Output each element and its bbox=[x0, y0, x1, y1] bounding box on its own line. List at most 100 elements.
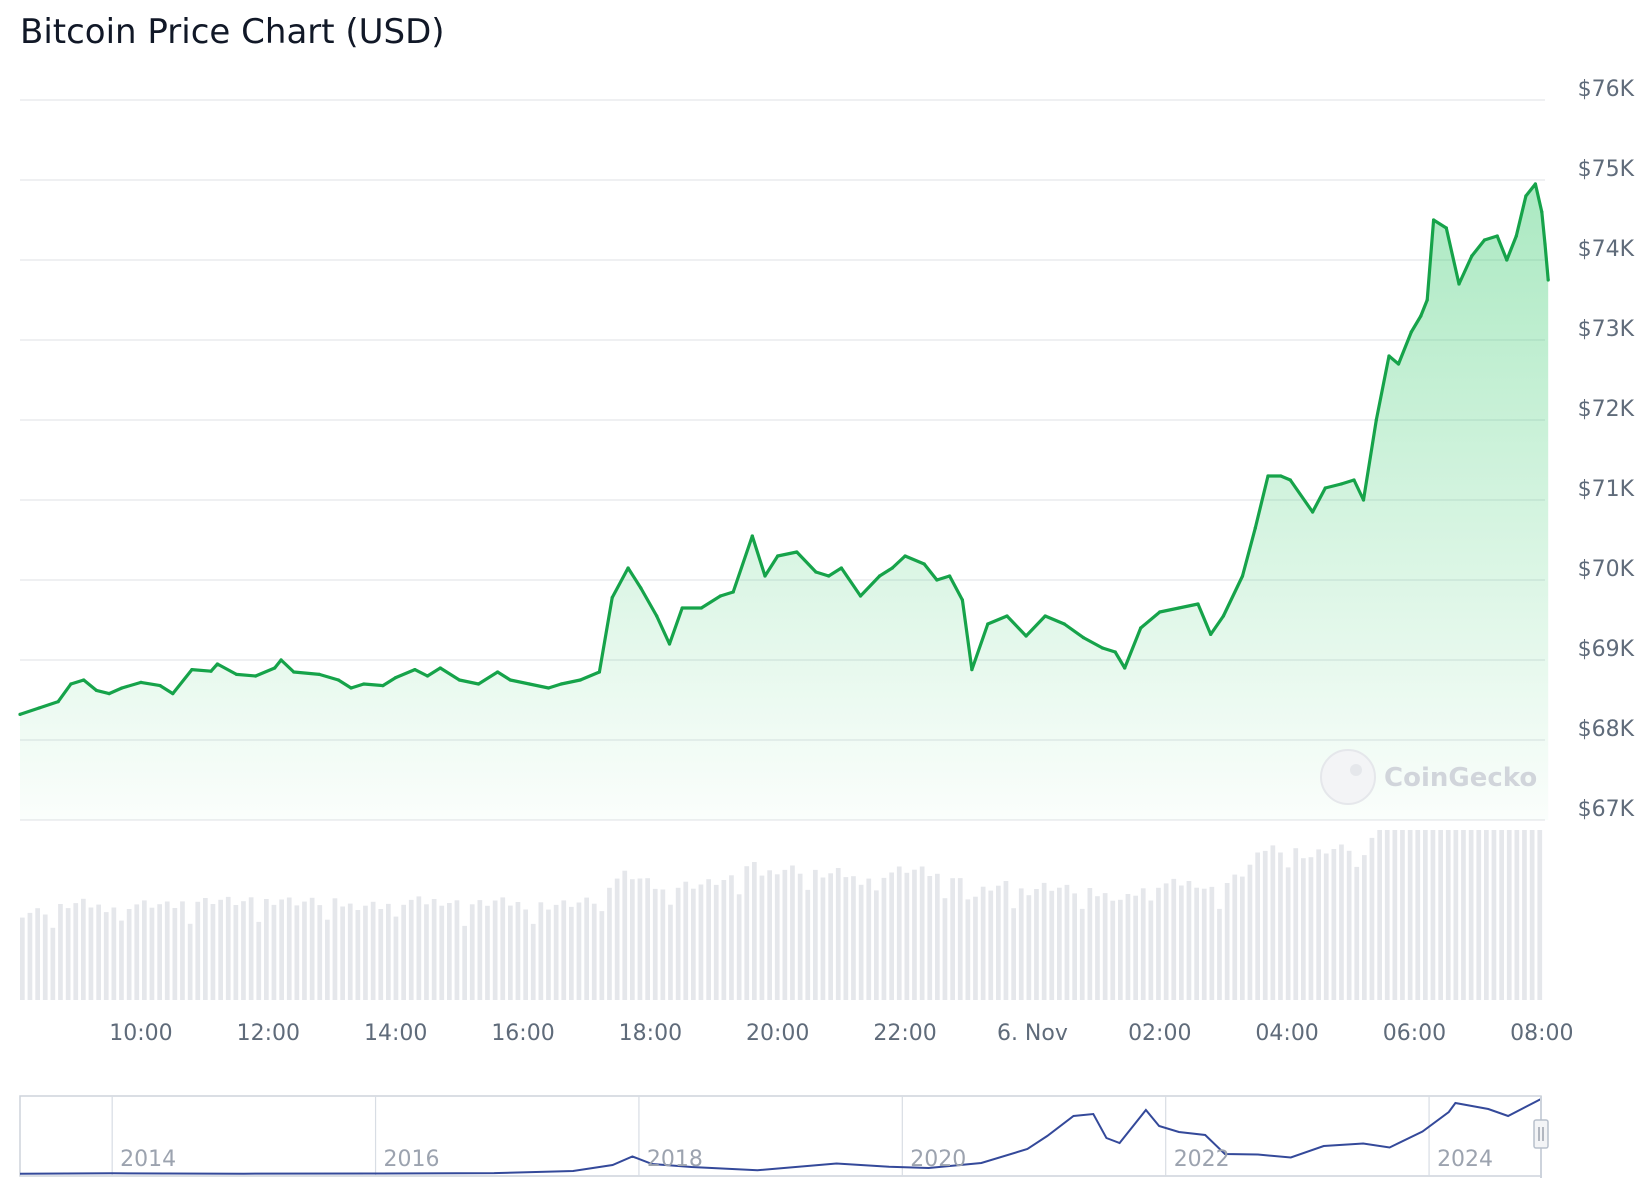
volume-bar bbox=[1430, 830, 1436, 1000]
volume-bar bbox=[965, 899, 971, 1000]
volume-bar bbox=[874, 890, 879, 1000]
navigator-frame bbox=[19, 1095, 1542, 1177]
volume-bar bbox=[1079, 908, 1085, 1000]
price-point bbox=[731, 590, 735, 594]
volume-bar bbox=[35, 908, 40, 1000]
volume-bar bbox=[1316, 849, 1321, 1000]
price-point bbox=[171, 692, 175, 696]
volume-bar bbox=[691, 888, 696, 1000]
price-point bbox=[1279, 474, 1283, 478]
volume-bar bbox=[462, 925, 467, 1000]
price-point bbox=[107, 692, 111, 696]
volume-bar bbox=[1072, 893, 1077, 1000]
navigator-handle[interactable] bbox=[1533, 1119, 1549, 1149]
volume-bar bbox=[1125, 894, 1131, 1000]
y-tick-label: $69K bbox=[1578, 637, 1635, 662]
price-point bbox=[639, 586, 643, 590]
price-line-series[interactable] bbox=[19, 182, 1550, 716]
price-point bbox=[1139, 626, 1143, 630]
volume-bar bbox=[508, 905, 513, 1000]
volume-bar bbox=[698, 884, 704, 1000]
price-point bbox=[292, 670, 296, 674]
price-point bbox=[1470, 254, 1474, 258]
volume-bar bbox=[1057, 887, 1062, 1000]
price-point bbox=[139, 680, 143, 685]
price-point bbox=[1177, 606, 1181, 610]
volume-bar bbox=[1384, 830, 1390, 1000]
volume-bar bbox=[65, 908, 71, 1000]
volume-bar bbox=[1018, 888, 1024, 1000]
price-point bbox=[1209, 632, 1213, 637]
volume-bar bbox=[828, 873, 833, 1000]
price-point bbox=[508, 678, 512, 682]
volume-bar bbox=[27, 912, 33, 1000]
price-point bbox=[1123, 666, 1127, 670]
price-point bbox=[718, 594, 723, 598]
price-point bbox=[827, 574, 831, 578]
volume-bar bbox=[904, 872, 910, 1000]
navigator-tick-label: 2014 bbox=[120, 1147, 176, 1172]
navigator-tick-label: 2018 bbox=[647, 1147, 703, 1172]
volume-bar bbox=[1445, 830, 1451, 1000]
volume-bar bbox=[767, 870, 772, 1000]
y-tick-label: $74K bbox=[1578, 237, 1635, 262]
volume-bar bbox=[1362, 855, 1367, 1000]
range-navigator[interactable]: 2014 2016 2018 2020 2022 2024 bbox=[19, 1095, 1549, 1178]
price-point bbox=[1221, 614, 1225, 618]
navigator-tick-label: 2016 bbox=[384, 1147, 440, 1172]
volume-bar bbox=[1064, 884, 1070, 1000]
volume-bar bbox=[355, 910, 361, 1000]
volume-bar bbox=[1102, 893, 1108, 1000]
volume-bar bbox=[675, 887, 681, 1000]
volume-bar bbox=[1529, 830, 1535, 1000]
y-tick-label: $68K bbox=[1578, 717, 1635, 742]
volume-bar bbox=[1331, 849, 1337, 1000]
volume-bar bbox=[233, 905, 239, 1000]
volume-bar bbox=[134, 904, 140, 1000]
price-point bbox=[1005, 614, 1009, 618]
volume-bar bbox=[980, 886, 986, 1000]
volume-bar bbox=[73, 903, 79, 1000]
volume-bar bbox=[1491, 830, 1497, 1000]
price-point bbox=[948, 574, 952, 578]
volume-bar bbox=[744, 866, 750, 1000]
volume-bar bbox=[81, 898, 86, 1000]
volume-bars bbox=[20, 830, 1543, 1000]
volume-bar bbox=[302, 901, 307, 1000]
volume-bar bbox=[530, 923, 536, 1000]
volume-bar bbox=[325, 919, 330, 1000]
price-point bbox=[1514, 234, 1518, 238]
volume-bar bbox=[889, 872, 894, 1000]
price-point bbox=[1425, 298, 1429, 302]
price-point bbox=[56, 700, 60, 704]
volume-bar bbox=[561, 900, 567, 1000]
volume-bar bbox=[1354, 866, 1360, 1000]
volume-bar bbox=[1133, 895, 1138, 1000]
navigator-tick-label: 2024 bbox=[1437, 1147, 1493, 1172]
volume-bar bbox=[256, 921, 262, 1000]
price-point bbox=[18, 712, 22, 717]
price-point bbox=[362, 682, 366, 686]
volume-bar bbox=[1537, 830, 1543, 1000]
volume-bar bbox=[851, 876, 856, 1000]
volume-bar bbox=[797, 873, 803, 1000]
volume-bar bbox=[1156, 887, 1161, 1000]
y-tick-label: $70K bbox=[1578, 557, 1635, 582]
price-point bbox=[1266, 474, 1270, 478]
price-point bbox=[814, 570, 818, 574]
volume-bar bbox=[370, 901, 376, 1000]
volume-bar bbox=[820, 877, 826, 1000]
volume-bar bbox=[896, 866, 902, 1000]
volume-bar bbox=[386, 903, 391, 1000]
volume-bar bbox=[1034, 889, 1039, 1000]
price-point bbox=[763, 574, 767, 578]
volume-bar bbox=[1301, 858, 1306, 1000]
price-point bbox=[1024, 634, 1028, 638]
price-point bbox=[680, 606, 684, 610]
volume-bar bbox=[1285, 867, 1291, 1000]
price-point bbox=[1288, 478, 1292, 482]
volume-bar bbox=[1484, 830, 1489, 1000]
navigator-tick-label: 2022 bbox=[1174, 1147, 1230, 1172]
y-tick-label: $72K bbox=[1578, 397, 1635, 422]
